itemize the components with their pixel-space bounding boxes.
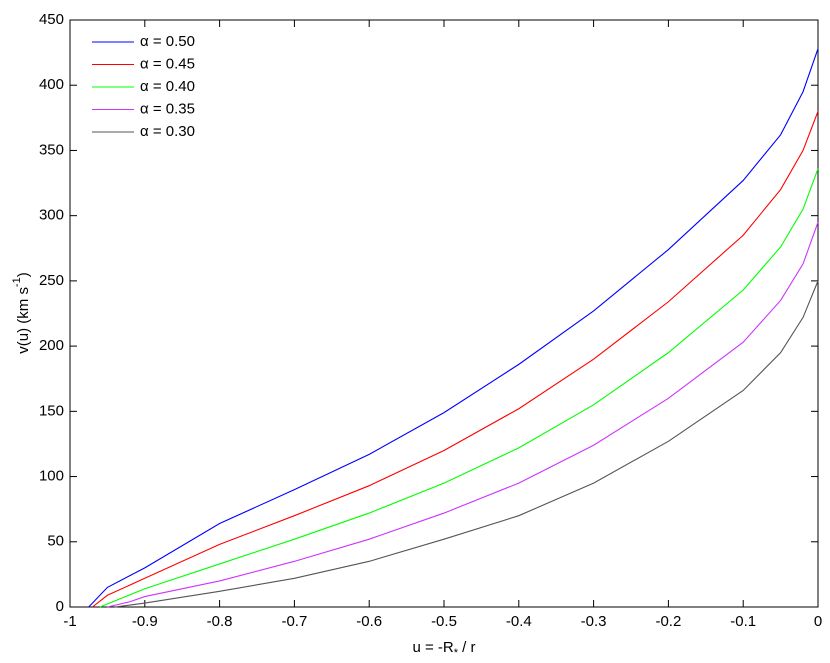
series-line xyxy=(99,168,819,608)
y-tick-label: 450 xyxy=(39,11,64,28)
legend-label: α = 0.45 xyxy=(140,55,195,72)
x-tick-label: -0.5 xyxy=(431,613,457,630)
x-tick-label: -0.8 xyxy=(207,613,233,630)
x-label-text: / r xyxy=(458,639,476,656)
y-label-text: ) xyxy=(15,272,32,277)
legend-label: α = 0.35 xyxy=(140,100,195,117)
y-axis-label: v(u) (km s-1) xyxy=(11,272,32,353)
series-line xyxy=(92,111,819,608)
y-label-text: v(u) (km s xyxy=(15,287,32,354)
x-axis-label: u = -R* / r xyxy=(412,639,475,659)
series-line xyxy=(114,280,819,608)
x-label-text: u = -R xyxy=(412,639,453,656)
y-tick-label: 250 xyxy=(39,272,64,289)
x-tick-label: -0.3 xyxy=(581,613,607,630)
series-line xyxy=(88,48,819,608)
legend-label: α = 0.30 xyxy=(140,123,195,140)
series-line xyxy=(107,222,819,608)
y-tick-label: 100 xyxy=(39,468,64,485)
x-tick-label: 0 xyxy=(814,613,822,630)
y-tick-label: 400 xyxy=(39,76,64,93)
x-tick-label: -0.9 xyxy=(132,613,158,630)
x-tick-label: -0.6 xyxy=(356,613,382,630)
x-tick-label: -0.7 xyxy=(281,613,307,630)
legend-label: α = 0.40 xyxy=(140,78,195,95)
x-label-sub: * xyxy=(454,647,459,659)
y-tick-label: 350 xyxy=(39,141,64,158)
y-tick-label: 150 xyxy=(39,402,64,419)
x-tick-label: -0.2 xyxy=(655,613,681,630)
legend-label: α = 0.50 xyxy=(140,33,195,50)
y-tick-label: 200 xyxy=(39,337,64,354)
y-tick-label: 0 xyxy=(56,598,64,615)
x-tick-label: -0.4 xyxy=(506,613,532,630)
y-label-sup: -1 xyxy=(11,277,23,287)
x-tick-label: -0.1 xyxy=(730,613,756,630)
x-tick-label: -1 xyxy=(63,613,76,630)
y-tick-label: 50 xyxy=(47,533,64,550)
y-tick-label: 300 xyxy=(39,207,64,224)
